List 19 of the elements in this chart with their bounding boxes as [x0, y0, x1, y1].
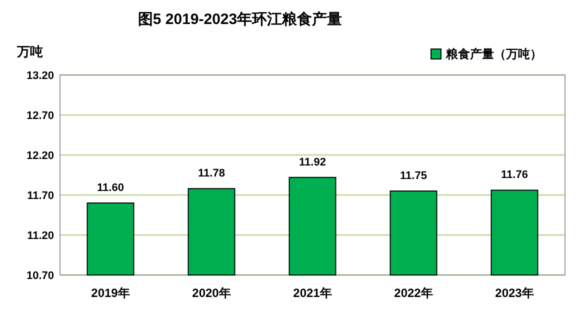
legend-label: 粮食产量（万吨） — [445, 47, 542, 61]
y-tick-label: 12.70 — [26, 110, 54, 122]
data-label: 11.78 — [198, 168, 225, 180]
y-tick-label: 11.20 — [27, 230, 54, 242]
x-tick-label: 2021年 — [293, 286, 332, 300]
y-tick-label: 10.70 — [26, 270, 54, 282]
chart-title: 图5 2019-2023年环江粮食产量 — [138, 11, 342, 28]
y-tick-label: 12.20 — [26, 150, 54, 162]
x-tick-label: 2023年 — [495, 286, 534, 300]
data-label: 11.75 — [400, 170, 427, 182]
y-axis-title: 万吨 — [16, 44, 43, 59]
data-label: 11.60 — [97, 182, 124, 194]
y-tick-label: 13.20 — [26, 70, 54, 82]
data-label: 11.76 — [501, 169, 528, 182]
x-tick-label: 2019年 — [91, 286, 130, 300]
data-label: 11.92 — [299, 156, 326, 168]
x-tick-label: 2020年 — [192, 286, 231, 300]
y-tick-label: 11.70 — [27, 190, 54, 202]
x-tick-label: 2022年 — [394, 286, 433, 300]
